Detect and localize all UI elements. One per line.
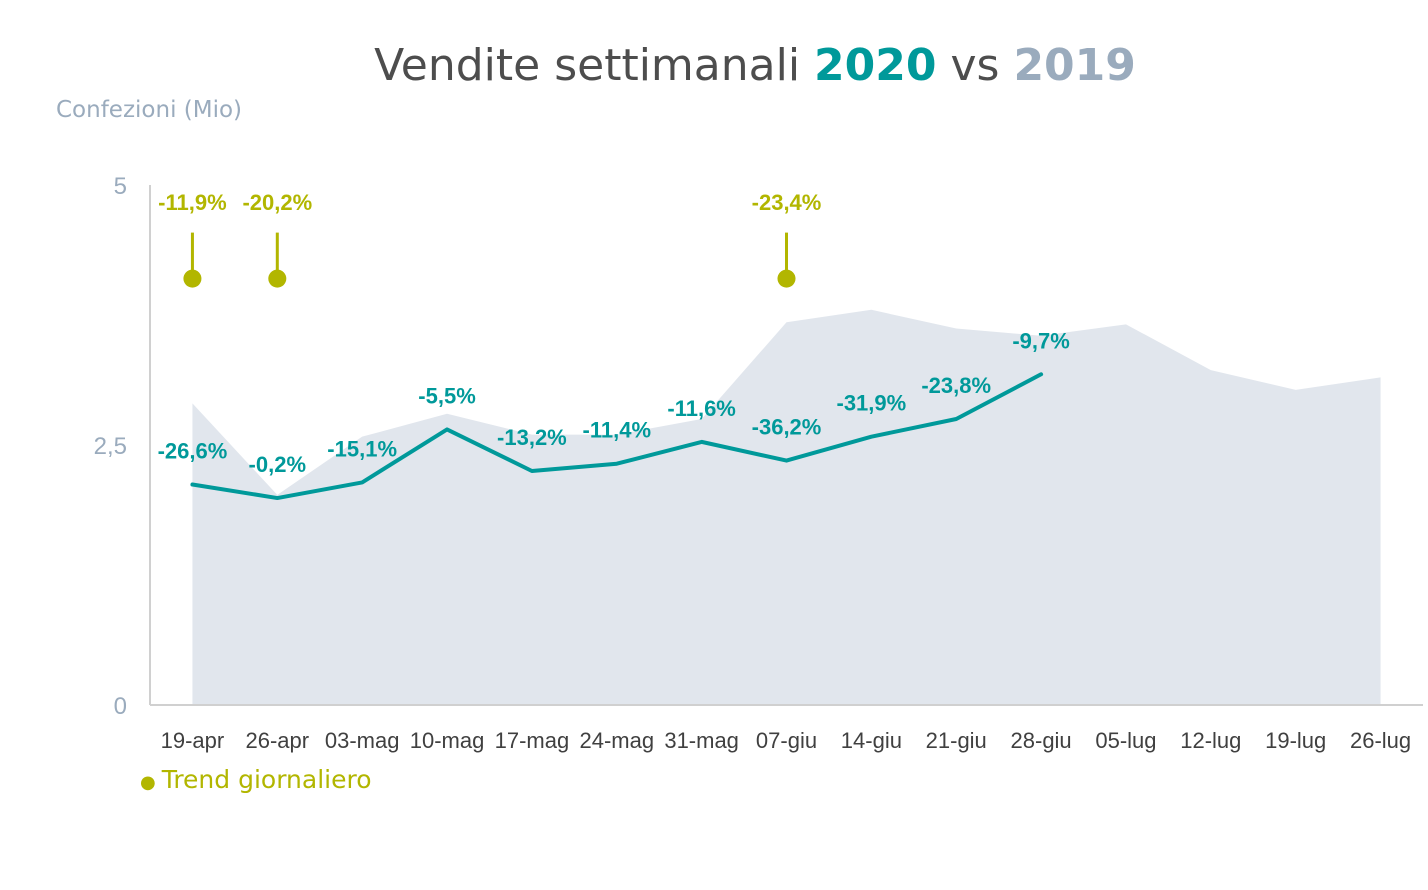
annotation-label: -23,4% xyxy=(752,190,822,215)
data-label: -36,2% xyxy=(752,415,822,440)
x-tick-label: 28-giu xyxy=(1011,728,1072,753)
data-label: -26,6% xyxy=(158,439,228,464)
annotation-marker xyxy=(268,269,287,288)
title-main: Vendite settimanali xyxy=(374,40,815,91)
annotation-label: -20,2% xyxy=(242,190,312,215)
x-tick-label: 03-mag xyxy=(325,728,400,753)
data-label: -0,2% xyxy=(249,452,306,477)
data-label: -13,2% xyxy=(497,425,567,450)
data-label: -5,5% xyxy=(418,383,475,408)
annotation-marker xyxy=(183,269,202,288)
x-tick-label: 31-mag xyxy=(664,728,739,753)
title-year-2020: 2020 xyxy=(814,40,937,91)
data-label: -11,6% xyxy=(667,396,736,421)
y-tick-label: 5 xyxy=(114,173,127,200)
x-tick-label: 14-giu xyxy=(841,728,902,753)
x-tick-label: 21-giu xyxy=(926,728,987,753)
legend-label: Trend giornaliero xyxy=(161,765,372,794)
x-tick-label: 12-lug xyxy=(1180,728,1241,753)
data-label: -9,7% xyxy=(1012,328,1069,353)
y-tick-label: 2,5 xyxy=(94,433,127,460)
data-label: -31,9% xyxy=(837,391,907,416)
legend-dot-icon: ● xyxy=(140,772,156,793)
x-tick-label: 19-lug xyxy=(1265,728,1326,753)
series-2020-line xyxy=(190,372,1044,501)
data-label: -11,4% xyxy=(583,418,652,443)
title-year-2019: 2019 xyxy=(1013,40,1136,91)
x-tick-label: 05-lug xyxy=(1095,728,1156,753)
x-tick-label: 10-mag xyxy=(410,728,485,753)
x-tick-label: 17-mag xyxy=(495,728,570,753)
y-axis-label: Confezioni (Mio) xyxy=(56,97,243,123)
chart-title: Vendite settimanali 2020 vs 2019 xyxy=(0,40,1428,91)
x-tick-label: 19-apr xyxy=(161,728,225,753)
annotation-marker xyxy=(777,269,796,288)
annotation-label: -11,9% xyxy=(158,190,227,215)
y-tick-label: 0 xyxy=(114,693,127,720)
series-2019-area xyxy=(192,309,1381,705)
x-tick-label: 26-lug xyxy=(1350,728,1411,753)
title-vs: vs xyxy=(936,40,1014,91)
data-label: -23,8% xyxy=(921,373,991,398)
legend: ● Trend giornaliero xyxy=(140,765,372,794)
x-tick-label: 26-apr xyxy=(246,728,310,753)
data-label: -15,1% xyxy=(327,436,397,461)
x-tick-label: 24-mag xyxy=(579,728,654,753)
x-tick-label: 07-giu xyxy=(756,728,817,753)
